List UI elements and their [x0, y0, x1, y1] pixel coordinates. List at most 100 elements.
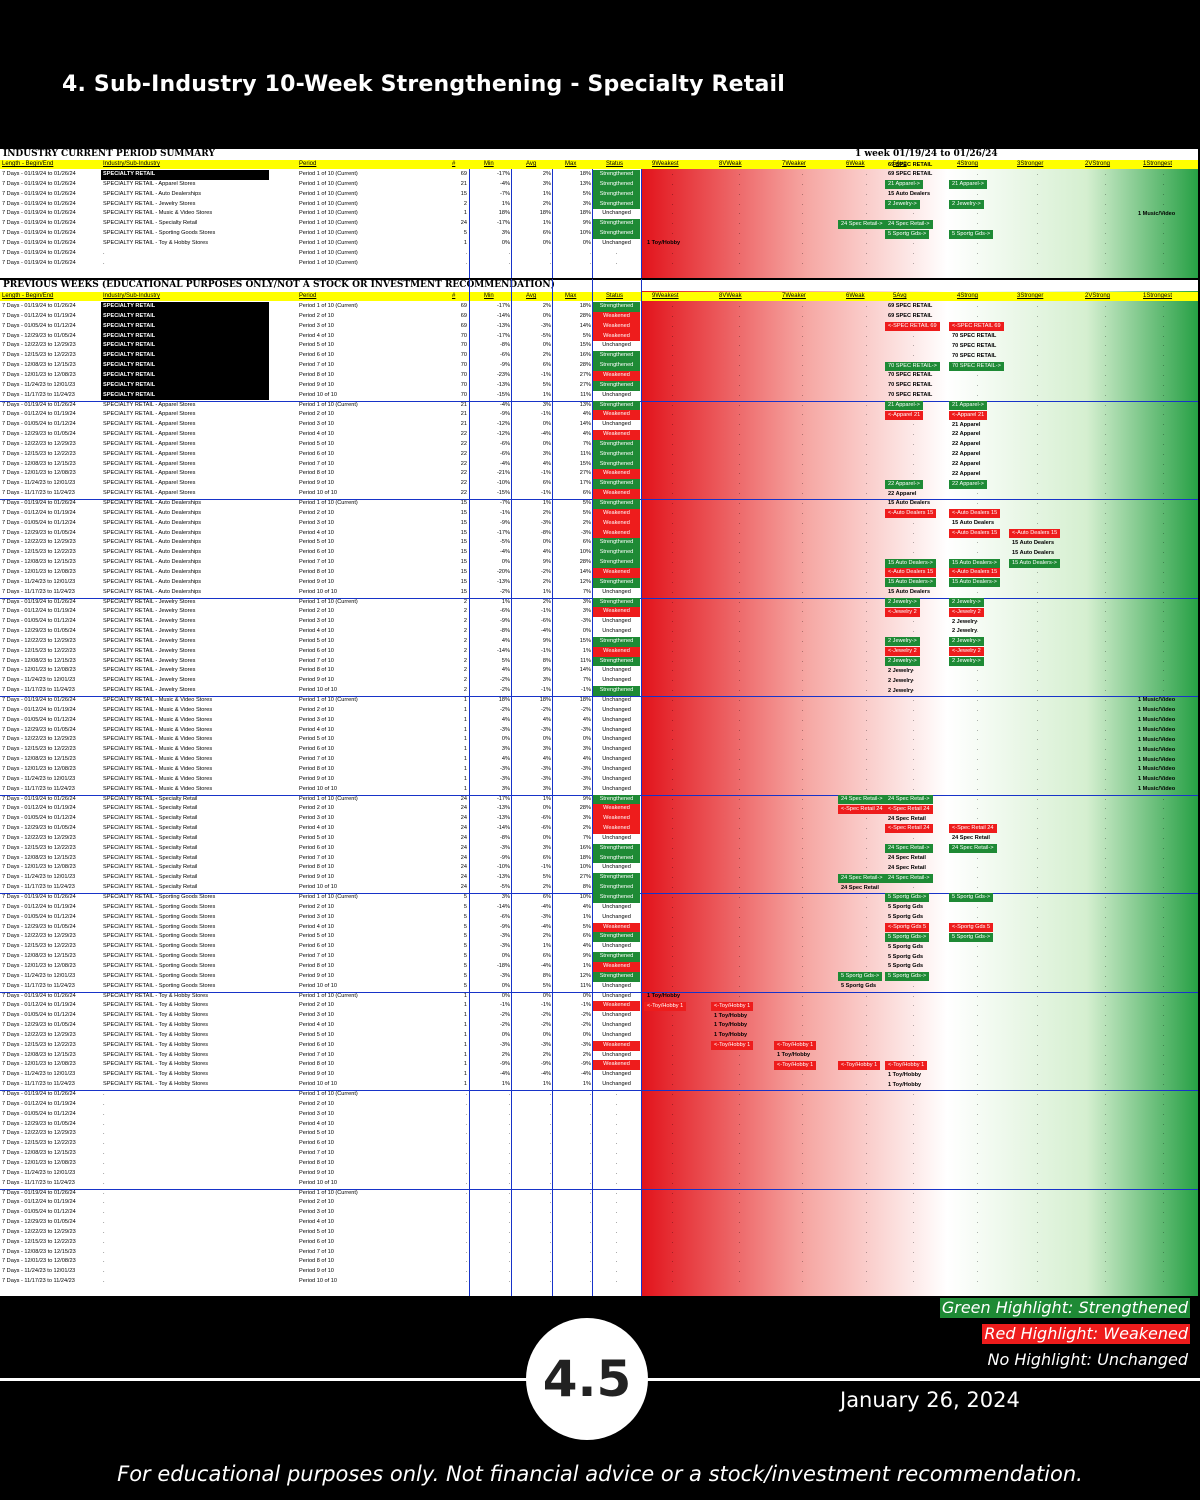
- period-cell: Period 7 of 10: [299, 657, 334, 664]
- band-dot: .: [1105, 312, 1107, 319]
- band-dot: .: [1037, 1012, 1039, 1019]
- band-dot: .: [1163, 1022, 1165, 1029]
- period-cell: Period 1 of 10 (Current): [299, 220, 358, 227]
- status-cell: Weakened: [593, 331, 640, 342]
- band-dot: .: [1105, 171, 1107, 177]
- avg-cell: .: [549, 1150, 551, 1157]
- band-dot: .: [1037, 1219, 1039, 1226]
- count-cell: 2: [463, 647, 467, 654]
- band-dot: .: [672, 972, 674, 979]
- band-dot: .: [739, 825, 741, 832]
- band-dot: .: [739, 657, 741, 664]
- badge-number: 4.5: [542, 1350, 632, 1408]
- band-dot: .: [1037, 1258, 1039, 1265]
- band-dot: .: [1163, 342, 1165, 349]
- avg-cell: 2%: [542, 303, 551, 309]
- length-cell: 7 Days - 12/08/23 to 12/15/23: [2, 1051, 76, 1058]
- max-cell: 27%: [579, 470, 591, 477]
- industry-cell: .: [103, 1179, 105, 1186]
- max-cell: 10%: [579, 230, 591, 237]
- band-dot: .: [1163, 322, 1165, 329]
- strength-tag: 2 Jewelry->: [885, 199, 920, 209]
- period-cell: Period 5 of 10: [299, 1228, 334, 1235]
- band-dot: .: [672, 342, 674, 349]
- band-dot: .: [739, 509, 741, 516]
- period-cell: Period 9 of 10: [299, 677, 334, 684]
- band-dot: .: [802, 1150, 804, 1157]
- band-dot: .: [802, 1051, 804, 1058]
- section-separator: [0, 278, 1198, 279]
- strength-tag: 1 Toy/Hobby: [714, 1012, 748, 1019]
- industry-cell: SPECIALTY RETAIL: [101, 361, 269, 371]
- industry-cell: SPECIALTY RETAIL - Sporting Goods Stores: [103, 923, 216, 930]
- table-row: 7 Days - 12/22/23 to 12/29/23 SPECIALTY R…: [0, 439, 1198, 450]
- min-cell: -3%: [500, 1041, 510, 1048]
- strength-tag: <-Jewelry 2: [885, 607, 920, 617]
- period-cell: Period 10 of 10: [299, 490, 337, 497]
- band-dot: .: [866, 519, 868, 526]
- band-dot: .: [1163, 844, 1165, 851]
- band-dot: .: [866, 726, 868, 733]
- band-dot: .: [1105, 1130, 1107, 1137]
- band-dot: .: [1105, 480, 1107, 487]
- band-dot: .: [1105, 903, 1107, 910]
- band-dot: .: [1163, 312, 1165, 319]
- avg-cell: 1%: [542, 220, 551, 227]
- strength-tag: 15 Auto Dealers->: [885, 558, 936, 568]
- avg-cell: 18%: [539, 697, 551, 703]
- status-cell: Strengthened: [593, 219, 640, 230]
- length-cell: 7 Days - 01/19/24 to 01/26/24: [2, 200, 76, 207]
- industry-cell: .: [103, 1238, 105, 1245]
- status-cell: .: [615, 1199, 618, 1206]
- length-cell: 7 Days - 11/17/23 to 11/24/23: [2, 982, 75, 989]
- industry-cell: SPECIALTY RETAIL - Jewelry Stores: [103, 647, 196, 654]
- length-cell: 7 Days - 11/24/23 to 12/01/23: [2, 381, 76, 388]
- count-cell: 15: [460, 568, 467, 575]
- band-dot: .: [913, 884, 915, 891]
- band-dot: .: [1105, 470, 1107, 477]
- band-dot: .: [1163, 785, 1165, 792]
- min-cell: .: [508, 1209, 510, 1216]
- band-dot: .: [802, 559, 804, 566]
- band-dot: .: [977, 440, 979, 447]
- length-cell: 7 Days - 01/12/24 to 01/19/24: [2, 1199, 76, 1206]
- count-cell: 5: [463, 943, 467, 950]
- band-dot: .: [739, 312, 741, 319]
- band-dot: .: [802, 637, 804, 644]
- industry-cell: SPECIALTY RETAIL - Specialty Retail: [103, 884, 198, 891]
- industry-cell: SPECIALTY RETAIL - Jewelry Stores: [103, 687, 196, 694]
- band-dot: .: [802, 825, 804, 832]
- min-cell: .: [508, 1238, 510, 1245]
- band-dot: .: [739, 1140, 741, 1147]
- max-cell: 14%: [579, 322, 591, 329]
- table-row: 7 Days - 01/05/24 to 01/12/24. Period 3 o…: [0, 1208, 1198, 1218]
- count-cell: 21: [460, 180, 467, 187]
- table-row: 7 Days - 12/22/23 to 12/29/23 SPECIALTY R…: [0, 341, 1198, 352]
- band-dot: .: [913, 1258, 915, 1265]
- band-dot: .: [672, 1159, 674, 1166]
- status-cell: Unchanged: [602, 1081, 631, 1088]
- status-cell: Strengthened: [593, 548, 640, 559]
- min-cell: -13%: [496, 381, 510, 388]
- legend-green: Green Highlight: Strengthened: [939, 1298, 1190, 1318]
- max-cell: 4%: [582, 943, 591, 950]
- count-cell: 2: [463, 598, 467, 605]
- band-dot: .: [802, 1179, 804, 1186]
- band-dot: .: [1163, 190, 1165, 197]
- table-row: 7 Days - 12/08/23 to 12/15/23 SPECIALTY R…: [0, 952, 1198, 962]
- band-dot: .: [1037, 933, 1039, 940]
- band-dot: .: [913, 687, 915, 694]
- strength-tag: 22 Apparel->: [885, 479, 923, 489]
- min-cell: -14%: [496, 903, 510, 910]
- max-cell: 10%: [579, 864, 591, 871]
- status-cell: Unchanged: [602, 667, 631, 674]
- max-cell: 5%: [582, 923, 591, 930]
- max-cell: 3%: [582, 785, 591, 792]
- band-dot: .: [913, 1268, 915, 1275]
- band-dot: .: [802, 1278, 804, 1285]
- industry-cell: SPECIALTY RETAIL - Apparel Stores: [103, 490, 196, 497]
- band-dot: .: [672, 962, 674, 969]
- band-dot: .: [672, 884, 674, 891]
- current-section-title: INDUSTRY CURRENT PERIOD SUMMARY: [3, 149, 215, 159]
- period-cell: Period 2 of 10: [299, 608, 334, 615]
